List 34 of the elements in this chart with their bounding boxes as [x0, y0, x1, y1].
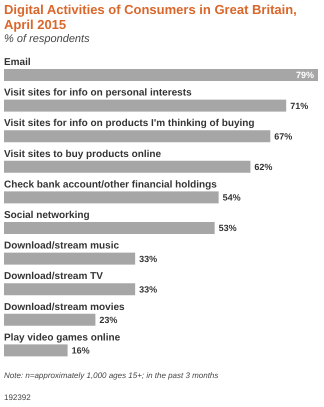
bar — [4, 252, 136, 265]
y-tick-label: Play video games online — [4, 332, 121, 344]
y-tick-label: Visit sites for info on personal interests — [4, 88, 192, 99]
y-tick-label: Email — [4, 57, 31, 68]
bar — [4, 191, 219, 204]
y-tick-label: Download/stream movies — [4, 302, 126, 313]
bar — [4, 100, 286, 112]
y-tick-label: Check bank account/other financial holdings — [4, 179, 218, 190]
bar — [4, 283, 136, 296]
bar — [4, 130, 270, 142]
text: Note: n=approximately 1,000 ages 15+; in the past 3 months — [4, 371, 218, 380]
data-label: 67% — [274, 131, 292, 142]
data-label: 71% — [290, 100, 308, 111]
bar — [4, 222, 215, 234]
data-label: 53% — [218, 223, 237, 234]
bar — [4, 69, 318, 81]
data-label: 16% — [72, 346, 90, 356]
y-tick-label: Download/stream music — [4, 240, 120, 252]
bar — [4, 160, 250, 173]
y-tick-label: Social networking — [4, 210, 90, 221]
y-tick-label: Visit sites for info on products I'm thinking of buying — [4, 118, 255, 130]
chart-title: Digital Activities of Consumers in Great Britain, April 2015 — [4, 2, 298, 32]
data-label: 54% — [222, 192, 241, 203]
text: 192392 — [4, 393, 31, 402]
data-label: 23% — [99, 314, 118, 325]
data-label: 79% — [296, 70, 314, 80]
chart-subtitle: % of respondents — [4, 33, 90, 45]
bar — [4, 344, 68, 356]
y-tick-label: Download/stream TV — [4, 271, 104, 282]
data-label: 62% — [254, 162, 272, 172]
bar — [4, 314, 96, 326]
data-label: 33% — [139, 254, 158, 264]
y-tick-label: Visit sites to buy products online — [4, 148, 162, 160]
data-label: 33% — [139, 284, 158, 294]
